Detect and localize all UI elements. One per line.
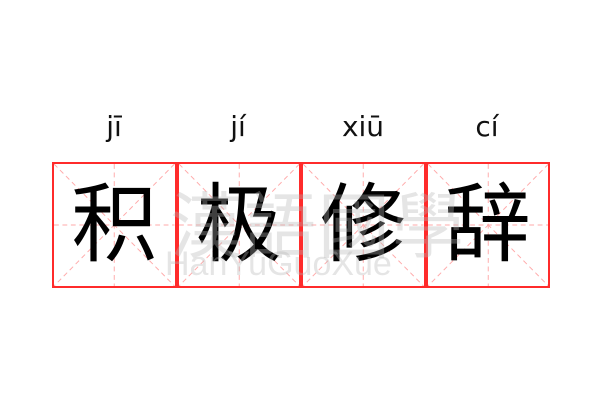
- hanzi-2: 修: [320, 175, 407, 275]
- character-cell: 极: [176, 162, 301, 288]
- guide-lines: [303, 164, 424, 286]
- character-cell: 积: [52, 162, 177, 288]
- character-grid: 积 极 修 辞: [52, 162, 550, 288]
- pinyin-0: jī: [106, 110, 122, 143]
- character-cell: 辞: [425, 162, 550, 288]
- hanzi-0: 积: [71, 175, 158, 275]
- hanzi-1: 极: [195, 175, 282, 275]
- guide-lines: [54, 164, 175, 286]
- character-cell: 修: [301, 162, 426, 288]
- pinyin-3: cí: [475, 110, 499, 143]
- pinyin-2: xiū: [341, 110, 385, 143]
- guide-lines: [178, 164, 299, 286]
- guide-lines: [427, 164, 548, 286]
- hanzi-3: 辞: [444, 175, 531, 275]
- pinyin-1: jí: [230, 110, 246, 143]
